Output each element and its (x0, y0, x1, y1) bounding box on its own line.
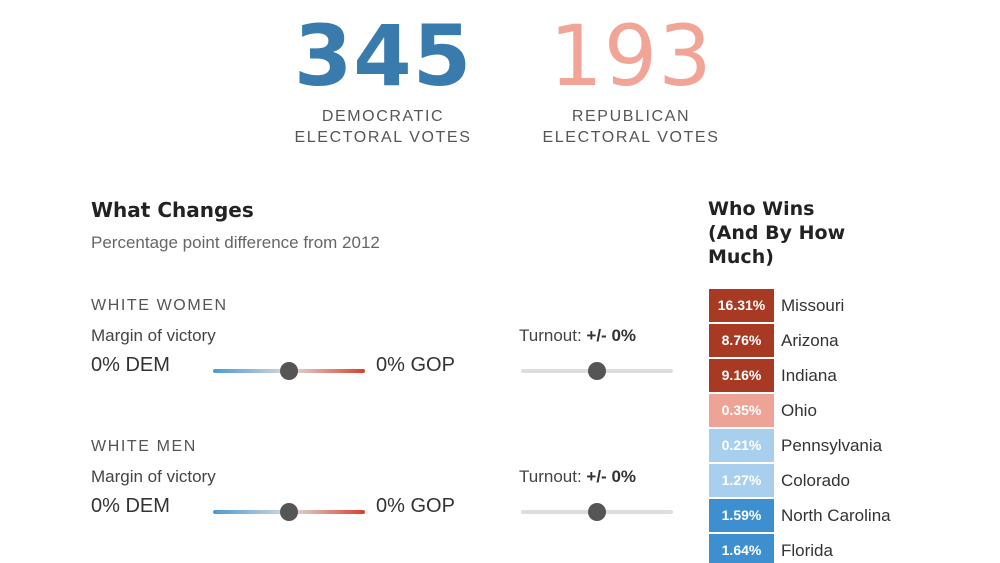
republican-caption-line1: REPUBLICAN (571, 108, 691, 125)
turnout-label: Turnout: +/- 0% (519, 467, 636, 487)
republican-votes: 193 (549, 7, 713, 105)
gop-margin-value: 0% GOP (376, 354, 455, 376)
margin-slider-knob[interactable] (280, 503, 298, 521)
margin-label: Margin of victory (91, 467, 216, 486)
dem-margin-value: 0% DEM (91, 495, 170, 517)
turnout-slider[interactable] (521, 503, 673, 521)
state-margin-badge: 1.27% (709, 464, 774, 497)
margin-slider[interactable] (213, 503, 365, 521)
state-name: Missouri (781, 296, 845, 315)
gop-margin-value: 0% GOP (376, 495, 455, 517)
state-name: Florida (781, 541, 833, 560)
state-margin-badge: 0.35% (709, 394, 774, 427)
turnout-value: +/- 0% (586, 326, 637, 345)
group-white-women: WHITE WOMEN Margin of victory 0% DEM 0% … (91, 297, 673, 417)
state-margin-badge: 1.59% (709, 499, 774, 532)
state-margin-badge: 0.21% (709, 429, 774, 462)
turnout-slider-knob[interactable] (588, 503, 606, 521)
state-row: 1.64% Florida (708, 533, 998, 563)
democratic-caption-line2: ELECTORAL VOTES (294, 129, 472, 146)
what-changes-title: What Changes (91, 198, 254, 222)
who-wins-title-line2: (And By How (708, 222, 846, 244)
margin-slider[interactable] (213, 362, 365, 380)
dem-margin-value: 0% DEM (91, 354, 170, 376)
state-row: 8.76% Arizona (708, 323, 998, 358)
state-row: 16.31% Missouri (708, 288, 998, 323)
turnout-prefix: Turnout: (519, 467, 587, 486)
state-margin-badge: 1.64% (709, 534, 774, 563)
state-row: 1.27% Colorado (708, 463, 998, 498)
state-name: Indiana (781, 366, 837, 385)
group-title: WHITE MEN (91, 438, 197, 455)
republican-caption-line2: ELECTORAL VOTES (542, 129, 720, 146)
group-white-men: WHITE MEN Margin of victory 0% DEM 0% GO… (91, 438, 673, 558)
who-wins-list: 16.31% Missouri 8.76% Arizona 9.16% Indiana 0.… (708, 288, 998, 563)
turnout-label: Turnout: +/- 0% (519, 326, 636, 346)
state-name: Pennsylvania (781, 436, 883, 455)
state-margin-badge: 8.76% (709, 324, 774, 357)
turnout-slider[interactable] (521, 362, 673, 380)
margin-slider-knob[interactable] (280, 362, 298, 380)
state-row: 9.16% Indiana (708, 358, 998, 393)
turnout-value: +/- 0% (586, 467, 637, 486)
democratic-votes: 345 (293, 7, 473, 105)
state-row: 1.59% North Carolina (708, 498, 998, 533)
margin-label: Margin of victory (91, 326, 216, 345)
turnout-prefix: Turnout: (519, 326, 587, 345)
state-name: Arizona (781, 331, 839, 350)
democratic-caption-line1: DEMOCRATIC (321, 108, 445, 125)
turnout-slider-knob[interactable] (588, 362, 606, 380)
state-name: Ohio (781, 401, 817, 420)
what-changes-subtitle: Percentage point difference from 2012 (91, 233, 380, 252)
state-row: 0.21% Pennsylvania (708, 428, 998, 463)
state-margin-badge: 9.16% (709, 359, 774, 392)
state-name: North Carolina (781, 506, 891, 525)
democratic-tally: 345 DEMOCRATIC ELECTORAL VOTES (283, 8, 483, 148)
group-title: WHITE WOMEN (91, 297, 228, 314)
who-wins-title-line1: Who Wins (708, 198, 815, 220)
who-wins-title: Who Wins (And By How Much) (708, 197, 898, 269)
who-wins-title-line3: Much) (708, 246, 774, 268)
state-margin-badge: 16.31% (709, 289, 774, 322)
state-name: Colorado (781, 471, 850, 490)
state-row: 0.35% Ohio (708, 393, 998, 428)
republican-tally: 193 REPUBLICAN ELECTORAL VOTES (531, 8, 731, 148)
